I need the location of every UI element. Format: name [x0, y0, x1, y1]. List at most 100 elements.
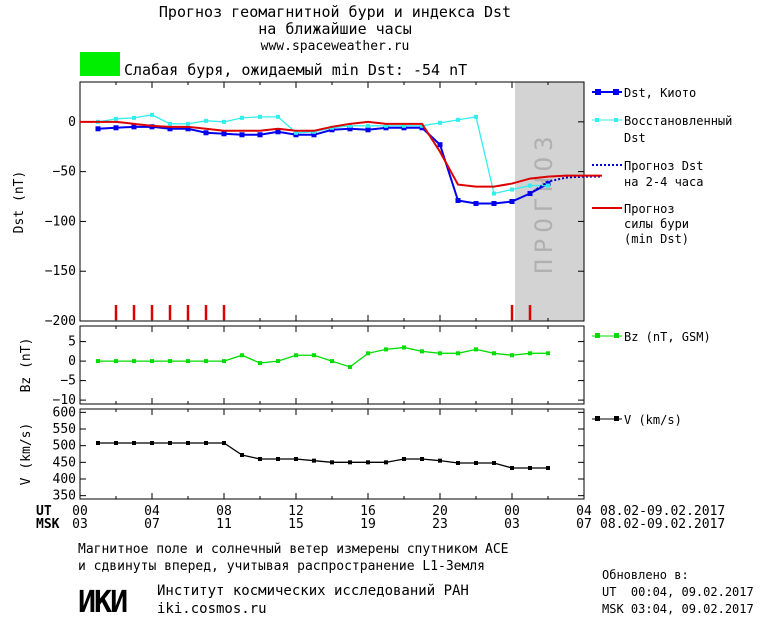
data-point [420, 123, 424, 128]
data-point [186, 441, 190, 445]
data-point [221, 131, 227, 137]
storm-status-swatch [80, 52, 120, 76]
data-point [131, 124, 137, 130]
msk-tick-label: 07 [144, 517, 160, 532]
data-layer [80, 112, 602, 470]
data-point [546, 351, 550, 356]
legend-bz-marker [614, 333, 619, 338]
series-line [97, 125, 549, 205]
data-point [240, 453, 244, 457]
data-point [185, 126, 191, 132]
iki-logo: ИКИ [78, 585, 129, 620]
data-point [347, 126, 353, 132]
data-point [222, 119, 226, 124]
data-point [114, 359, 118, 364]
data-point [366, 460, 370, 465]
data-point [204, 118, 208, 123]
iki-logo-text: ИКИ [78, 585, 127, 620]
forecast-band [515, 82, 584, 321]
data-point [438, 120, 442, 125]
data-point [168, 441, 172, 445]
y-tick-label: 550 [53, 422, 76, 437]
y-tick-label: −10 [53, 393, 76, 408]
updated-msk: MSK 03:04, 09.02.2017 [602, 602, 754, 616]
figure-title-line1: Прогноз геомагнитной бури и индекса Dst [159, 3, 511, 21]
ut-tick-label: 04 [144, 504, 160, 519]
y-tick-label: −5 [60, 374, 76, 389]
data-point [150, 112, 154, 117]
msk-tick-label: 03 [72, 517, 88, 532]
data-point [384, 347, 388, 352]
ut-tick-label: 16 [360, 504, 376, 519]
figure-title-line2: на ближайшие часы [258, 20, 412, 38]
data-point [384, 460, 388, 465]
y-tick-label: 0 [68, 115, 76, 130]
updated-ut: UT 00:04, 09.02.2017 [602, 585, 754, 599]
y-tick-label: −50 [53, 165, 76, 180]
data-point [437, 142, 443, 148]
ut-date-range: 08.02-09.02.2017 [600, 504, 725, 519]
data-point [168, 121, 172, 126]
legend-dst-kyoto-marker [613, 89, 619, 95]
institute-link[interactable]: Институт космических исследований РАН [157, 583, 469, 599]
institute-site-link[interactable]: iki.cosmos.ru [157, 601, 267, 617]
msk-date-range: 08.02-09.02.2017 [600, 517, 725, 532]
data-point [546, 466, 550, 470]
data-point [348, 364, 352, 369]
series-line [98, 346, 548, 368]
data-point [510, 187, 514, 192]
data-point [384, 123, 388, 128]
data-point [294, 457, 298, 461]
data-point [474, 114, 478, 119]
data-point [276, 114, 280, 119]
y-tick-label: 350 [53, 489, 76, 504]
forecast-band-label: ПРОГНОЗ [530, 130, 558, 273]
y-tick-label: 5 [68, 335, 76, 350]
data-point [438, 351, 442, 356]
v-axis-label: V (km/s) [19, 423, 34, 486]
data-point [456, 351, 460, 356]
ut-row-label: UT [36, 504, 52, 519]
data-point [275, 129, 281, 135]
y-tick-label: 600 [53, 405, 76, 420]
data-point [491, 200, 497, 206]
data-point [509, 199, 515, 204]
data-point [276, 457, 280, 461]
data-point [492, 461, 496, 465]
legend-dst-kyoto-marker [595, 89, 601, 95]
data-point [222, 359, 226, 364]
ut-tick-label: 12 [288, 504, 304, 519]
data-point [294, 130, 298, 135]
data-point [240, 115, 244, 120]
source-url: www.spaceweather.ru [261, 39, 410, 54]
data-point [203, 130, 209, 136]
data-point [258, 361, 262, 366]
msk-tick-label: 19 [360, 517, 376, 532]
data-point [420, 349, 424, 354]
legend-v-marker [614, 416, 619, 421]
msk-tick-label: 11 [216, 517, 232, 532]
data-point [402, 457, 406, 461]
data-point [294, 353, 298, 358]
data-point [420, 457, 424, 461]
y-tick-label: 400 [53, 472, 76, 487]
data-point [455, 198, 461, 204]
institute-site: iki.cosmos.ru [157, 601, 267, 617]
data-point [132, 441, 136, 445]
data-point [312, 458, 316, 463]
data-point [348, 460, 352, 465]
y-tick-label: 500 [53, 439, 76, 454]
legend-restored-label-2: Dst [624, 131, 646, 145]
dst-axis-label: Dst (nT) [12, 171, 27, 234]
data-point [366, 351, 370, 356]
y-tick-label: 0 [68, 354, 76, 369]
data-point [330, 460, 334, 465]
data-point [311, 132, 317, 138]
data-point [510, 353, 514, 358]
v-panel-frame [79, 408, 585, 500]
data-point [168, 359, 172, 364]
data-point [258, 114, 262, 119]
series-line [98, 442, 548, 469]
data-point [366, 123, 370, 128]
